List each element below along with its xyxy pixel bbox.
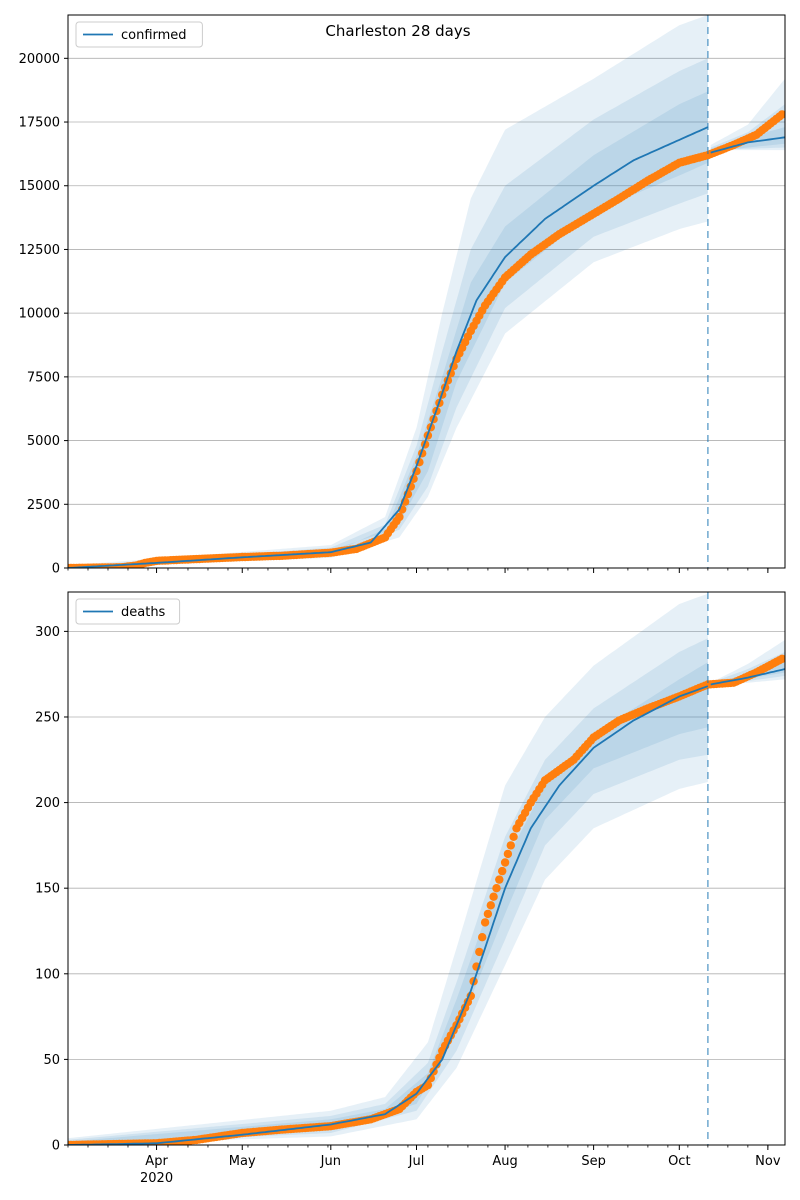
observed-point <box>480 918 490 927</box>
y-tick-label: 12500 <box>19 243 60 258</box>
y-tick-label: 2500 <box>27 498 60 513</box>
chart-title: Charleston 28 days <box>325 22 470 40</box>
x-tick-label: Aug <box>492 1154 517 1169</box>
legend: confirmed <box>75 21 203 48</box>
uncertainty-band-mid <box>68 638 708 1145</box>
model-line <box>710 668 785 686</box>
observed-point <box>423 1080 433 1090</box>
x-tick-label: Jul <box>408 1154 425 1169</box>
deaths-panel: 0 50 100 150 200 250 300 Apr 2020 May Jun Jul Aug Sep… <box>35 591 786 1186</box>
y-tick-label: 5000 <box>27 434 60 449</box>
axes-frame <box>67 14 786 569</box>
y-tick-label: 300 <box>35 625 60 640</box>
x-tick-label: May <box>229 1154 256 1169</box>
uncertainty-band-inner <box>68 91 708 568</box>
observed-point <box>492 884 501 893</box>
uncertainty-band-outer <box>710 639 785 687</box>
model-line <box>68 126 709 568</box>
y-tick-label: 250 <box>35 710 60 725</box>
y-tick-label: 17500 <box>19 116 60 131</box>
y-tick-label: 15000 <box>19 179 60 194</box>
legend: deaths <box>75 598 181 625</box>
observed-point <box>478 933 487 942</box>
y-tick-label: 20000 <box>19 52 60 67</box>
observed-point <box>395 512 404 522</box>
x-tick-label: Sep <box>581 1154 606 1169</box>
x-tick-label: Oct <box>668 1154 690 1169</box>
observed-point <box>777 110 785 119</box>
legend-box <box>75 598 181 625</box>
x-tick-label: Jun <box>320 1154 341 1169</box>
y-tick-label: 10000 <box>19 307 60 322</box>
observed-point <box>498 866 507 876</box>
observed-point <box>503 849 513 859</box>
uncertainty-band-outer <box>68 15 708 568</box>
axes-frame <box>67 591 786 1146</box>
observed-point <box>483 909 493 919</box>
y-tick-label: 50 <box>43 1053 60 1068</box>
y-tick-label: 100 <box>35 967 60 982</box>
uncertainty-band-outer <box>68 593 708 1145</box>
model-line <box>710 136 785 154</box>
uncertainty-band-outer <box>710 78 785 151</box>
observed-point <box>432 1060 441 1069</box>
legend-label: confirmed <box>121 28 187 43</box>
observed-point <box>509 832 518 841</box>
uncertainty-band-mid <box>68 58 708 568</box>
plot-area <box>68 593 785 1145</box>
observed-point <box>495 875 504 884</box>
observed-point <box>486 901 495 910</box>
y-tick-label: 0 <box>52 1139 60 1154</box>
y-tick-label: 7500 <box>27 370 60 385</box>
y-tick-label: 150 <box>35 882 60 897</box>
x-tick-label: Apr <box>145 1154 168 1169</box>
observed-point <box>500 858 510 867</box>
observed-point <box>506 841 515 850</box>
legend-label: deaths <box>121 605 166 620</box>
confirmed-panel: 0 2500 5000 7500 10000 12500 15000 17500 20000 co… <box>19 14 786 577</box>
uncertainty-band-mid <box>710 651 785 687</box>
observed-point <box>777 654 785 663</box>
y-tick-label: 0 <box>52 562 60 577</box>
model-line <box>68 685 709 1145</box>
plot-area <box>68 15 785 568</box>
uncertainty-band-mid <box>710 104 785 151</box>
observed-point <box>489 892 498 901</box>
x-tick-sublabel: 2020 <box>140 1171 173 1186</box>
observed-point <box>475 947 484 957</box>
x-tick-label: Nov <box>755 1154 781 1169</box>
y-tick-label: 200 <box>35 796 60 811</box>
legend-box <box>75 21 203 48</box>
